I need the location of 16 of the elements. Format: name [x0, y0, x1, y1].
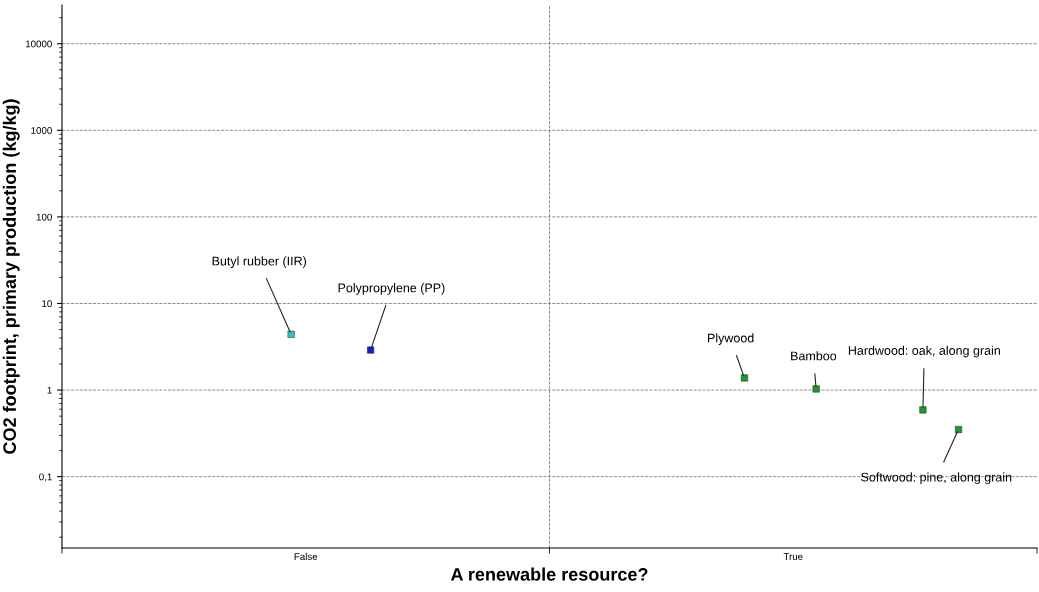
y-tick-label: 100 [36, 213, 52, 221]
text: Plywood [708, 333, 754, 345]
text: Butyl rubber (IIR) [212, 256, 306, 268]
y-tick-label: 10000 [25, 40, 52, 48]
y-tick-label: 0,1 [39, 473, 52, 482]
text: Hardwood: oak, along grain [848, 345, 1000, 358]
y-tick-label: 1000 [31, 127, 52, 134]
x-tick-label: False [294, 552, 318, 560]
x-axis-title: A renewable resource? [450, 567, 648, 581]
y-axis-title: CO2 footprint, primary production (kg/kg) [2, 99, 20, 454]
text: Polypropylene (PP) [338, 283, 445, 295]
text: Softwood: pine, along grain [861, 472, 1012, 484]
y-tick-label: 10 [42, 300, 52, 308]
y-tick-label: 1 [47, 386, 52, 394]
x-tick-label: True [783, 553, 803, 560]
text: Bamboo [791, 351, 837, 361]
